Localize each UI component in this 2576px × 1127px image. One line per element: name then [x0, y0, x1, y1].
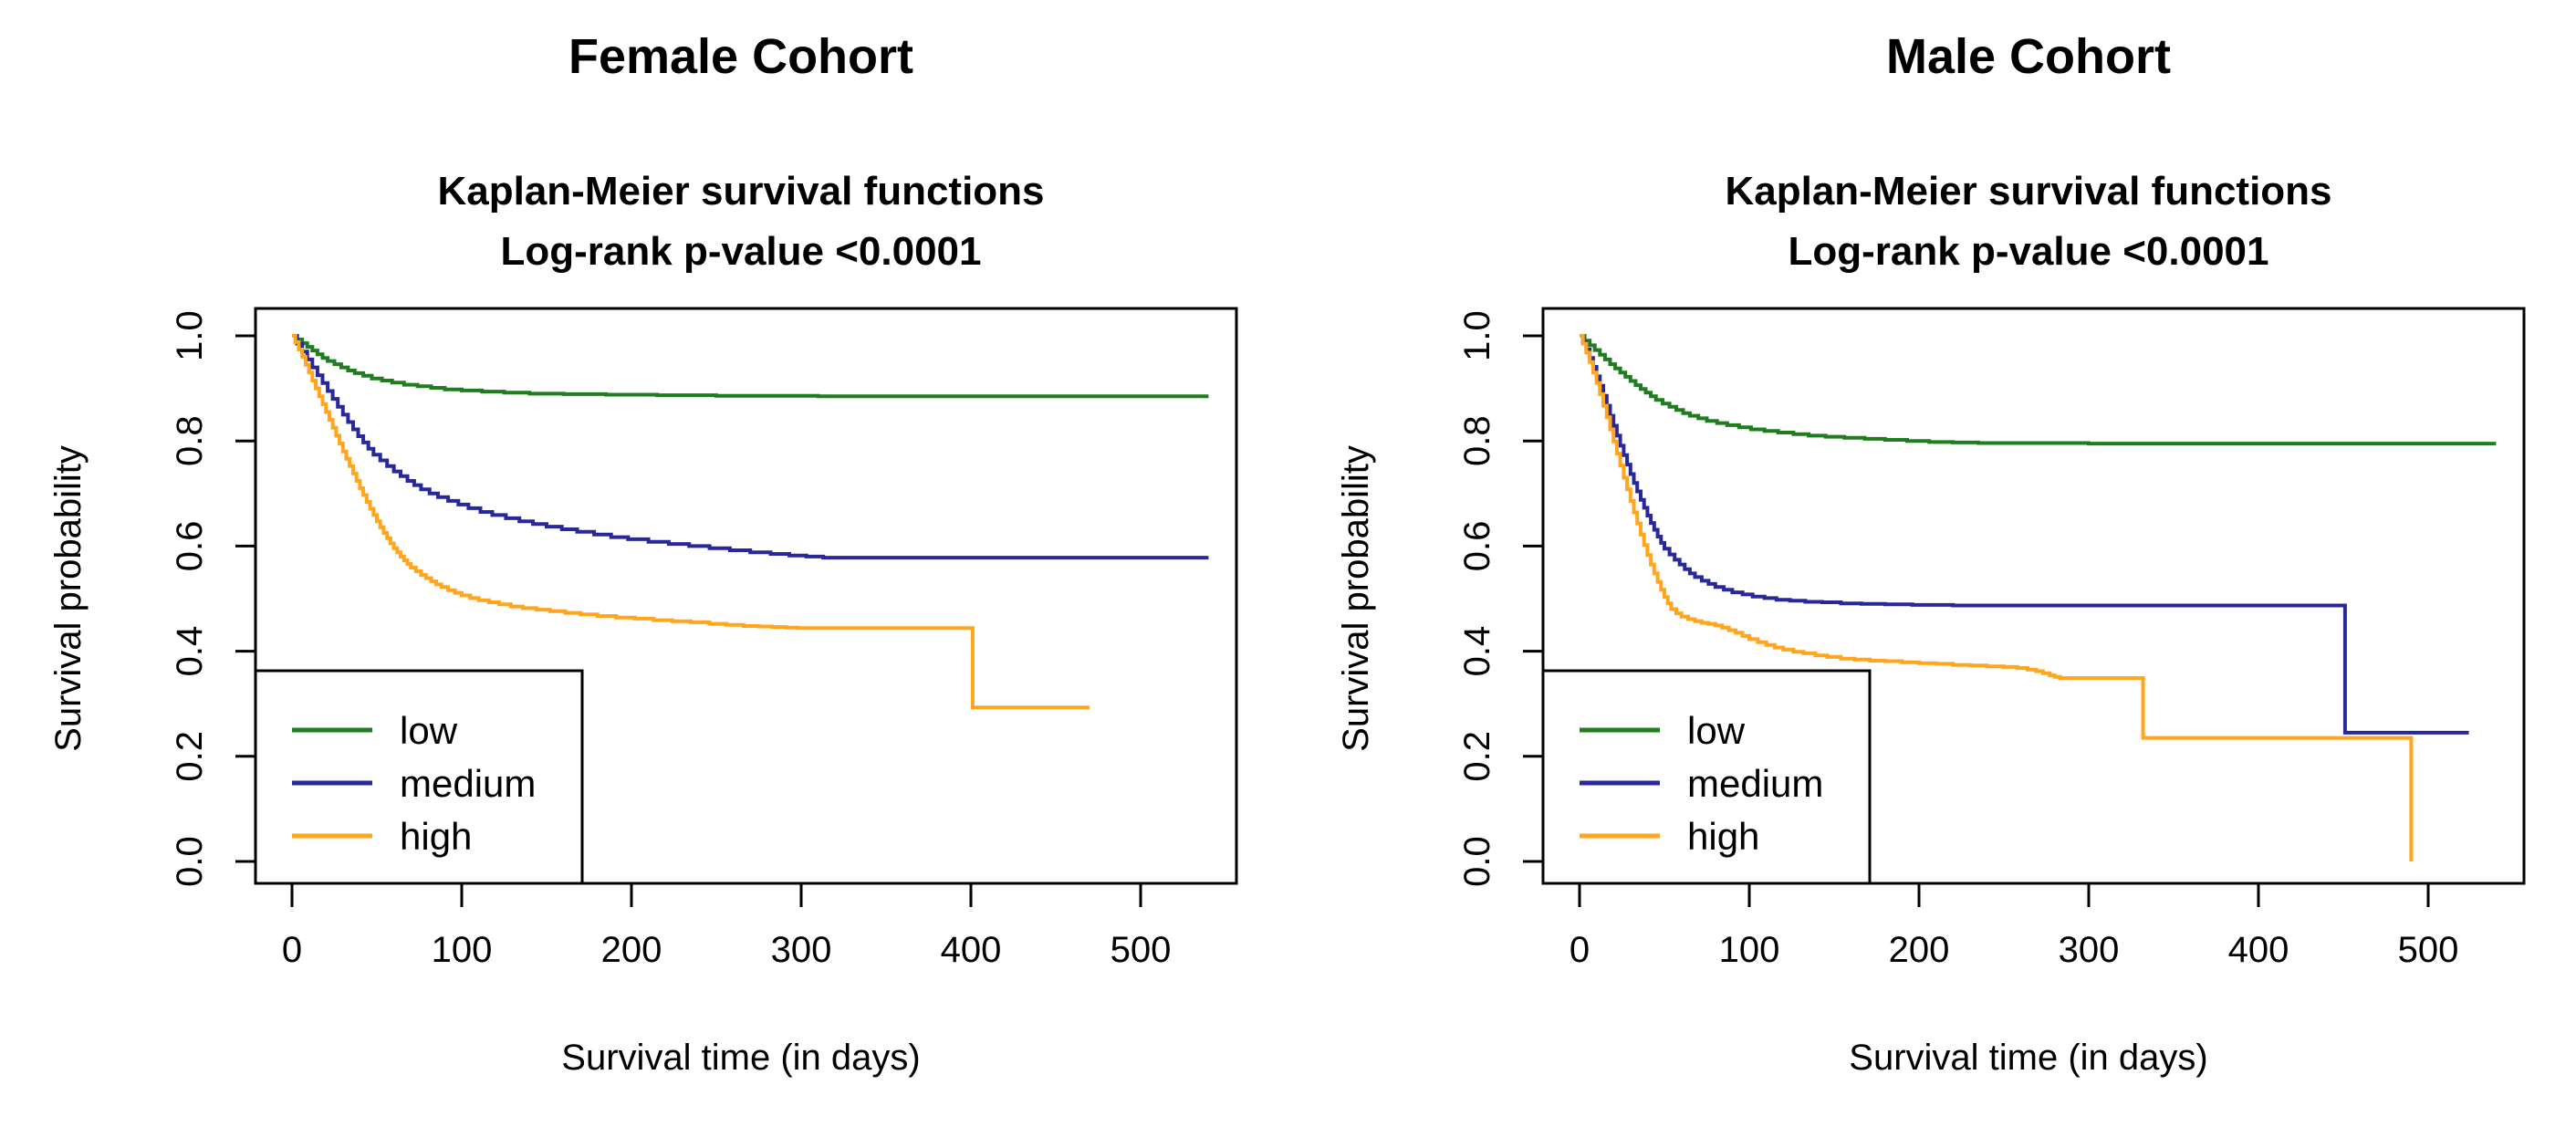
x-axis-tick-label: 100	[432, 930, 493, 970]
y-axis-title: Survival probability	[1336, 445, 1376, 752]
x-axis-tick-label: 300	[2059, 930, 2120, 970]
y-axis-tick-label: 0.6	[170, 521, 210, 572]
x-axis-tick-label: 0	[1570, 930, 1590, 970]
km-title-line1: Kaplan-Meier survival functions	[437, 169, 1044, 214]
plot-area: 0.0 0.2 0.4 0.6 0.8 1.0 0 100 200 300 400 500 low med…	[1457, 307, 2526, 970]
x-axis-tick-label: 300	[771, 930, 832, 970]
y-axis-tick-label: 0.8	[1457, 415, 1497, 466]
x-axis-tick-label: 500	[2398, 930, 2459, 970]
x-axis-tick-label: 100	[1719, 930, 1780, 970]
survival-curve-high	[292, 334, 1090, 710]
survival-curve-medium	[292, 334, 1209, 560]
legend-box	[254, 669, 584, 885]
panel-male: Male Cohort Kaplan-Meier survival functi…	[1288, 0, 2575, 1122]
survival-curve-low	[292, 334, 1209, 399]
survival-curve-high	[1580, 334, 2414, 861]
x-axis-tick-label: 500	[1111, 930, 1172, 970]
survival-curve-low	[1580, 334, 2497, 446]
panel-female: Female Cohort Kaplan-Meier survival func…	[0, 0, 1288, 1122]
y-axis-tick-label: 0.4	[170, 626, 210, 677]
y-axis-tick-label: 0.6	[1457, 521, 1497, 572]
km-chart-male-svg: Male Cohort Kaplan-Meier survival functi…	[1336, 29, 2526, 1078]
y-axis-tick-label: 0.4	[1457, 626, 1497, 677]
y-axis-tick-label: 0.0	[1457, 836, 1497, 887]
legend-label-medium: medium	[400, 762, 536, 805]
legend-label-low: low	[400, 709, 458, 752]
y-axis-tick-label: 0.2	[170, 731, 210, 782]
km-chart-female-svg: Female Cohort Kaplan-Meier survival func…	[48, 29, 1238, 1078]
km-title-line1: Kaplan-Meier survival functions	[1725, 169, 2331, 214]
legend-box	[1541, 669, 1872, 885]
plot-area: 0.0 0.2 0.4 0.6 0.8 1.0 0 100 200 300 400 500 low med…	[170, 307, 1238, 970]
x-axis-title: Survival time (in days)	[1849, 1038, 2207, 1078]
y-axis-tick-label: 1.0	[1457, 310, 1497, 361]
survival-curve-medium	[1580, 334, 2469, 735]
x-axis-tick-label: 400	[941, 930, 1002, 970]
plot-frame	[254, 307, 1238, 885]
legend-label-high: high	[1687, 815, 1759, 858]
km-title-line2: Log-rank p-value <0.0001	[501, 229, 982, 274]
x-axis-tick-label: 0	[282, 930, 302, 970]
y-axis-tick-label: 0.8	[170, 415, 210, 466]
y-axis-tick-label: 0.2	[1457, 731, 1497, 782]
plot-frame	[1541, 307, 2526, 885]
cohort-title-female: Female Cohort	[568, 29, 913, 84]
y-axis-title: Survival probability	[48, 445, 89, 752]
x-axis-title: Survival time (in days)	[561, 1038, 920, 1078]
y-axis-tick-label: 1.0	[170, 310, 210, 361]
cohort-title-male: Male Cohort	[1886, 29, 2171, 84]
legend-label-medium: medium	[1687, 762, 1823, 805]
x-axis-tick-label: 200	[1889, 930, 1950, 970]
legend-label-low: low	[1687, 709, 1746, 752]
legend-label-high: high	[400, 815, 472, 858]
x-axis-tick-label: 200	[601, 930, 662, 970]
x-axis-tick-label: 400	[2228, 930, 2289, 970]
km-title-line2: Log-rank p-value <0.0001	[1789, 229, 2269, 274]
y-axis-tick-label: 0.0	[170, 836, 210, 887]
